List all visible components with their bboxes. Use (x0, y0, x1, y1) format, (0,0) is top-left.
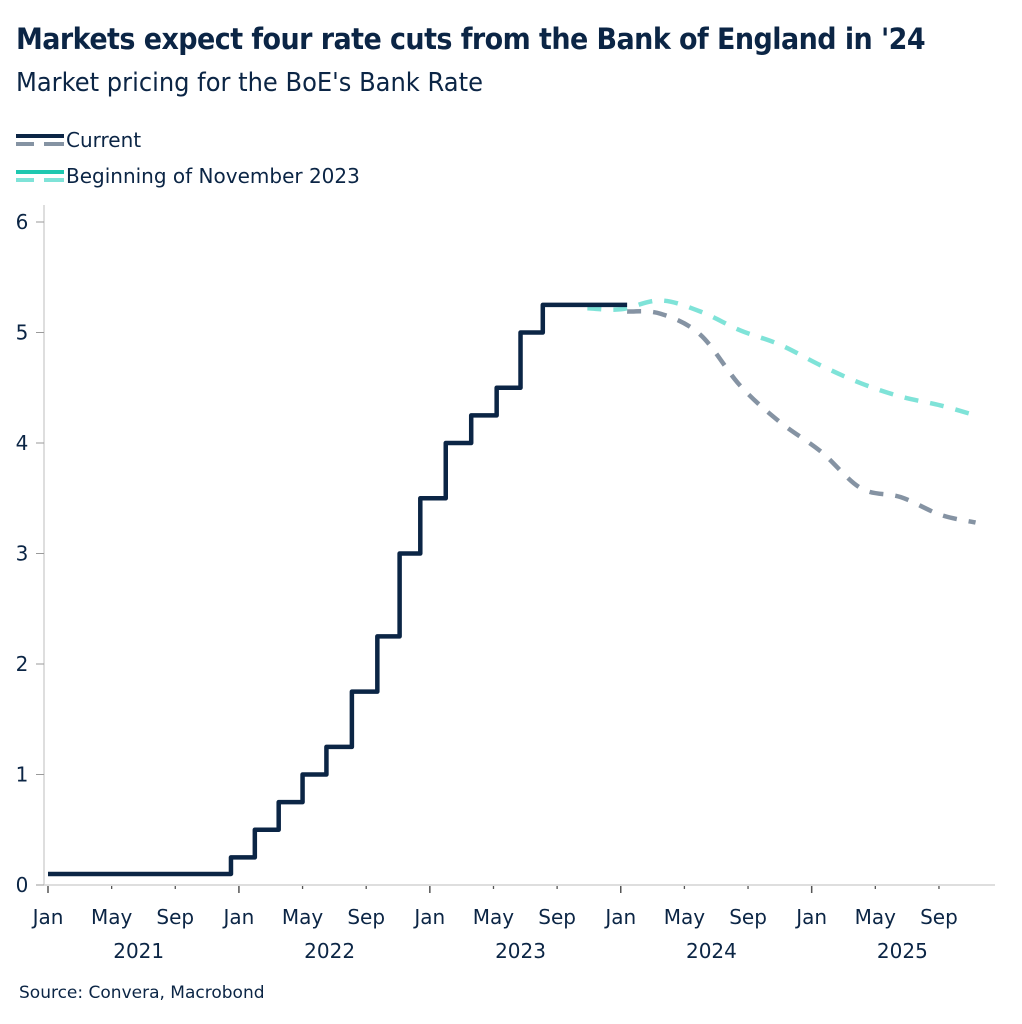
x-tick-label: Sep (729, 905, 767, 929)
x-tick-label: Sep (347, 905, 385, 929)
x-tick-label: May (473, 905, 515, 929)
chart-title: Markets expect four rate cuts from the B… (16, 22, 926, 56)
series-line-current-pricing (626, 309, 977, 525)
y-tick-label: 3 (16, 542, 29, 566)
legend-dash (44, 178, 64, 182)
series-group (48, 298, 977, 877)
x-year-label: 2021 (113, 939, 164, 963)
legend: Current Beginning of November 2023 (16, 122, 360, 194)
x-tick-label: May (91, 905, 133, 929)
legend-item-november: Beginning of November 2023 (16, 158, 360, 194)
chart-subtitle: Market pricing for the BoE's Bank Rate (16, 68, 483, 98)
x-tick-label: Jan (794, 905, 827, 929)
x-tick-label: Jan (221, 905, 254, 929)
x-year-label: 2025 (877, 939, 928, 963)
x-year-label: 2023 (495, 939, 546, 963)
x-year-label: 2024 (686, 939, 737, 963)
x-tick-label: Jan (412, 905, 445, 929)
x-tick-label: Sep (156, 905, 194, 929)
y-tick-label: 0 (16, 873, 29, 897)
x-tick-label: May (855, 905, 897, 929)
series-line-current-history (48, 302, 628, 877)
legend-dash (16, 178, 34, 182)
x-tick-label: Jan (603, 905, 636, 929)
x-tick-label: Jan (31, 905, 64, 929)
x-tick-label: Sep (538, 905, 576, 929)
source-note: Source: Convera, Macrobond (19, 983, 265, 1003)
legend-solid-line (16, 134, 64, 138)
x-tick-label: May (664, 905, 706, 929)
y-tick-label: 4 (16, 431, 29, 455)
x-tick-label: May (282, 905, 324, 929)
legend-label-current: Current (66, 128, 142, 152)
legend-dash (16, 142, 34, 146)
legend-solid-line (16, 170, 64, 174)
series-line-november-2023 (587, 298, 977, 418)
y-tick-label: 6 (16, 210, 29, 234)
legend-label-november: Beginning of November 2023 (66, 164, 360, 188)
y-tick-label: 2 (16, 652, 29, 676)
x-tick-label: Sep (920, 905, 958, 929)
y-tick-label: 5 (16, 321, 29, 345)
legend-item-current: Current (16, 122, 360, 158)
legend-dash (44, 142, 64, 146)
legend-swatch-current (16, 132, 64, 148)
x-year-label: 2022 (304, 939, 355, 963)
y-tick-label: 1 (16, 763, 29, 787)
axes: 0 1 2 3 4 5 6 Jan May Sep Jan May Sep Jan May Sep Jan May… (16, 205, 995, 963)
legend-swatch-november (16, 168, 64, 184)
